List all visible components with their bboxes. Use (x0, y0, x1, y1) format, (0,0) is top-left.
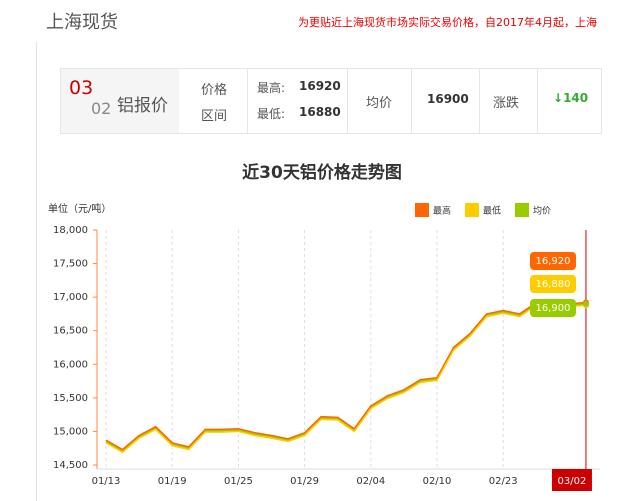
x-tick-label: 01/25 (224, 476, 253, 487)
label: 均价 (366, 96, 393, 111)
legend-label: 最低 (483, 205, 501, 217)
date-tooltip-box (551, 469, 592, 491)
price-box: 03 02 铝报价 价格 区间 最高: 16920 最低: 16880 均价 1… (60, 68, 602, 134)
x-tick-label: 03/02 (558, 476, 587, 487)
sep (479, 69, 480, 133)
x-tick-label: 02/10 (423, 476, 452, 487)
value: 16900 (427, 92, 469, 106)
y-axis-label: 单位（元/吨） (48, 202, 111, 215)
label: 最低: (257, 107, 286, 121)
label: 最高: (257, 81, 286, 95)
x-tick-label: 01/29 (290, 476, 319, 487)
value-tooltip-box (530, 299, 576, 317)
label: 价格 (201, 83, 228, 98)
y-tick-label: 17,000 (53, 292, 88, 303)
x-tick-label: 01/13 (92, 476, 121, 487)
label: 区间 (201, 109, 228, 124)
series-line (105, 301, 587, 451)
month: 03 (69, 77, 94, 99)
metal-name: 铝报价 (117, 96, 168, 116)
change-value: 140 (563, 91, 589, 105)
x-tick-label: 01/19 (158, 476, 187, 487)
divider (36, 42, 37, 501)
series-line (105, 304, 587, 454)
day: 02 (91, 99, 112, 118)
sep (537, 69, 538, 133)
legend-swatch (515, 203, 529, 217)
x-tick-label: 02/23 (489, 476, 518, 487)
chart-title: 近30天铝价格走势图 (242, 162, 402, 183)
legend-label: 最高 (433, 205, 451, 217)
y-tick-label: 16,000 (53, 359, 88, 370)
value-tooltip-box (530, 275, 576, 293)
notice[interactable]: 为更贴近上海现货市场实际交易价格，自2017年4月起，上海 (298, 16, 597, 29)
y-tick-label: 16,500 (53, 326, 88, 337)
sep (247, 69, 248, 133)
x-tick-label: 02/04 (356, 476, 385, 487)
legend-swatch (415, 203, 429, 217)
sep (347, 69, 348, 133)
value: 16920 (299, 79, 341, 93)
y-tick-label: 14,500 (53, 460, 88, 471)
hover-point (582, 300, 589, 307)
legend-swatch (465, 203, 479, 217)
y-tick-label: 17,500 (53, 259, 88, 270)
value-tooltip: 16,880 (536, 279, 571, 290)
change: ↓140 (553, 91, 588, 105)
down-arrow: ↓ (553, 91, 564, 105)
value: 16880 (299, 105, 341, 119)
series-line (105, 303, 587, 452)
sep (411, 69, 412, 133)
y-tick-label: 15,500 (53, 393, 88, 404)
legend-label: 均价 (533, 205, 551, 217)
value-tooltip: 16,900 (536, 303, 571, 314)
value-tooltip: 16,920 (536, 256, 571, 267)
y-tick-label: 18,000 (53, 225, 88, 236)
label: 涨跌 (493, 96, 520, 111)
page-title: 上海现货 (46, 12, 118, 33)
date-block (61, 69, 179, 133)
value-tooltip-box (530, 252, 576, 270)
y-tick-label: 15,000 (53, 426, 88, 437)
